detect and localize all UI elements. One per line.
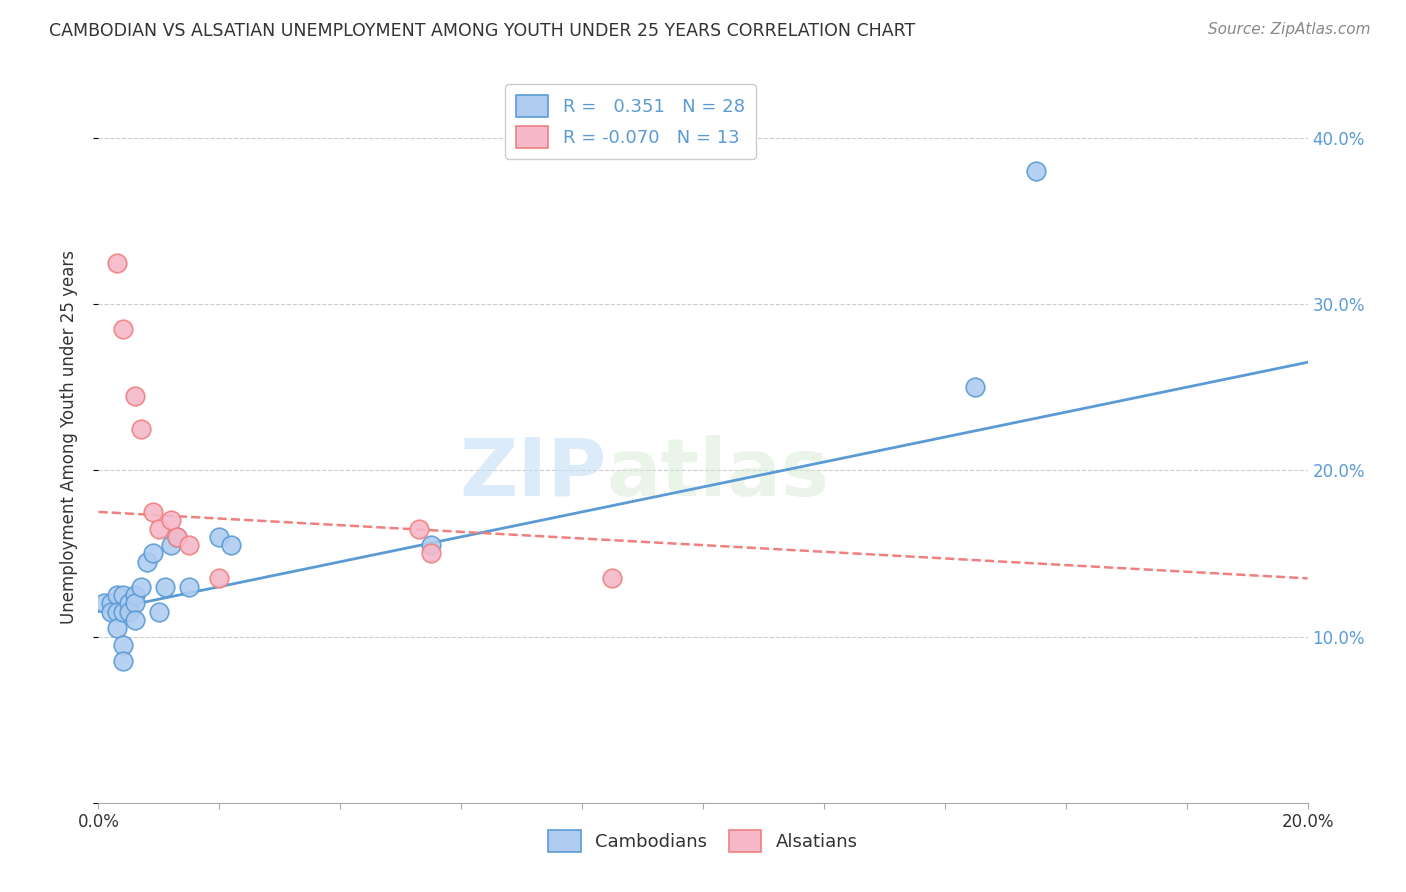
Point [965, 380, 987, 394]
Text: ZIP: ZIP [458, 434, 606, 513]
Point [166, 530, 188, 544]
Point [111, 655, 134, 669]
Point [208, 530, 231, 544]
Point [142, 505, 165, 519]
Point [135, 555, 157, 569]
Point [111, 322, 134, 336]
Point [105, 588, 128, 602]
Point [153, 580, 176, 594]
Point [118, 605, 141, 619]
Point [105, 605, 128, 619]
Point [93, 596, 115, 610]
Point [111, 638, 134, 652]
Point [420, 538, 443, 552]
Point [124, 613, 146, 627]
Point [129, 580, 152, 594]
Text: atlas: atlas [606, 434, 830, 513]
Point [408, 521, 430, 535]
Point [208, 571, 231, 585]
Point [420, 546, 443, 560]
Point [129, 422, 152, 436]
Text: Source: ZipAtlas.com: Source: ZipAtlas.com [1208, 22, 1371, 37]
Point [118, 596, 141, 610]
Point [142, 546, 165, 560]
Point [105, 255, 128, 269]
Point [179, 580, 201, 594]
Point [1024, 164, 1046, 178]
Point [111, 588, 134, 602]
Legend: Cambodians, Alsatians: Cambodians, Alsatians [541, 823, 865, 860]
Point [148, 605, 170, 619]
Point [166, 530, 188, 544]
Point [602, 571, 624, 585]
Point [160, 513, 183, 527]
Point [124, 388, 146, 402]
Y-axis label: Unemployment Among Youth under 25 years: Unemployment Among Youth under 25 years [59, 250, 77, 624]
Point [105, 621, 128, 635]
Point [221, 538, 243, 552]
Point [100, 605, 122, 619]
Point [124, 596, 146, 610]
Point [100, 596, 122, 610]
Text: CAMBODIAN VS ALSATIAN UNEMPLOYMENT AMONG YOUTH UNDER 25 YEARS CORRELATION CHART: CAMBODIAN VS ALSATIAN UNEMPLOYMENT AMONG… [49, 22, 915, 40]
Point [111, 605, 134, 619]
Point [148, 521, 170, 535]
Point [160, 538, 183, 552]
Point [179, 538, 201, 552]
Point [124, 588, 146, 602]
